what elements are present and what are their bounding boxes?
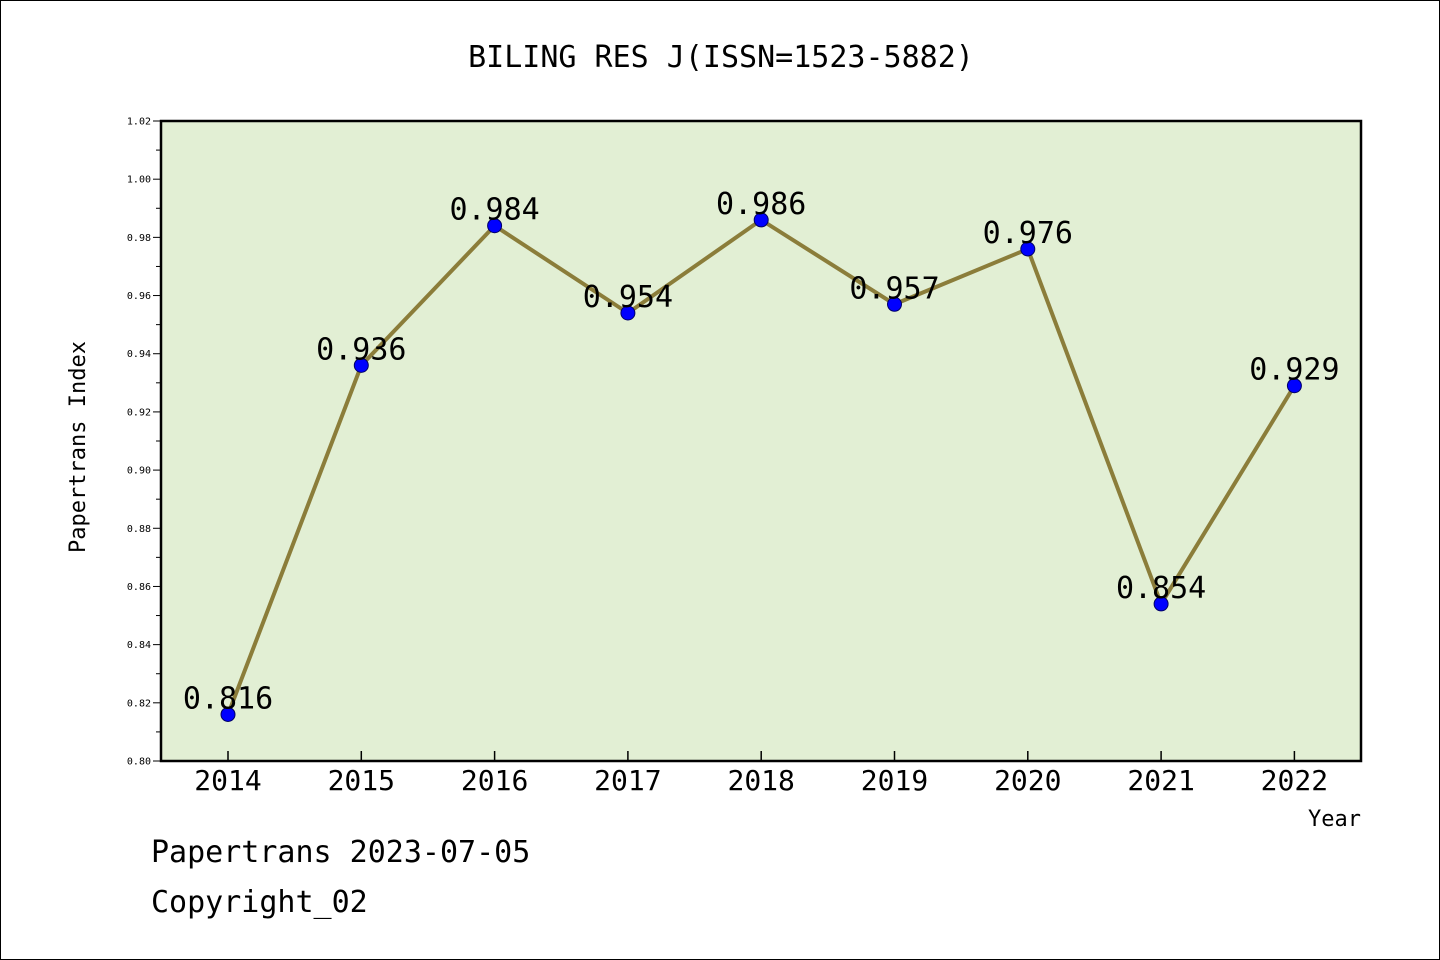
x-tick-label: 2017	[594, 764, 661, 797]
y-axis-title: Papertrans Index	[66, 341, 91, 553]
data-point	[487, 218, 503, 234]
x-tick-label: 2014	[194, 764, 261, 797]
x-tick-label: 2018	[727, 764, 794, 797]
y-tick-label: 0.94	[127, 349, 151, 360]
x-tick-label: 2016	[461, 764, 528, 797]
x-tick-label: 2020	[994, 764, 1061, 797]
data-label: 0.816	[183, 681, 273, 716]
y-tick-label: 1.00	[127, 175, 151, 186]
x-axis-title: Year	[1308, 807, 1361, 832]
y-tick-label: 0.88	[127, 524, 151, 535]
y-tick-label: 0.86	[127, 582, 151, 593]
data-point	[753, 212, 769, 228]
y-tick-label: 0.84	[127, 640, 151, 651]
y-tick-label: 0.92	[127, 407, 151, 418]
data-point	[220, 706, 236, 722]
x-tick-label: 2015	[328, 764, 395, 797]
x-axis: 2014 2015 2016 2017 2018 2019 2020 2021 2022	[194, 751, 1328, 797]
series-group: 0.816 0.936 0.984 0.954 0.986 0.957 0.976 0.854…	[183, 187, 1340, 722]
footer-copyright: Copyright_02	[151, 885, 368, 920]
data-label: 0.854	[1116, 571, 1206, 606]
plot-area	[161, 121, 1361, 761]
y-tick-label: 1.02	[127, 117, 151, 128]
x-tick-label: 2021	[1127, 764, 1194, 797]
data-label: 0.957	[849, 271, 939, 306]
y-tick-label: 0.98	[127, 233, 151, 244]
y-tick-label: 0.96	[127, 291, 151, 302]
x-tick-label: 2022	[1261, 764, 1328, 797]
y-axis: 0.80 0.82 0.84 0.86 0.88 0.90 0.92 0.94 0.96 0.98…	[127, 117, 161, 768]
plot-border	[159, 119, 1363, 763]
data-point	[1153, 596, 1169, 612]
y-tick-label: 0.82	[127, 698, 151, 709]
data-point	[620, 305, 636, 321]
data-label: 0.986	[716, 187, 806, 222]
data-point	[1020, 241, 1036, 257]
chart-title: BILING RES J(ISSN=1523-5882)	[468, 40, 974, 75]
data-point	[1286, 378, 1302, 394]
data-label: 0.984	[449, 193, 539, 228]
data-label: 0.936	[316, 332, 406, 367]
data-label: 0.976	[983, 216, 1073, 251]
y-tick-label: 0.90	[127, 466, 151, 477]
data-point	[887, 296, 902, 312]
data-point	[353, 357, 369, 373]
y-tick-label: 0.80	[127, 757, 151, 768]
x-tick-label: 2019	[861, 764, 928, 797]
footer-date: Papertrans 2023-07-05	[151, 835, 531, 870]
data-label: 0.929	[1249, 353, 1339, 388]
data-label: 0.954	[583, 280, 673, 315]
